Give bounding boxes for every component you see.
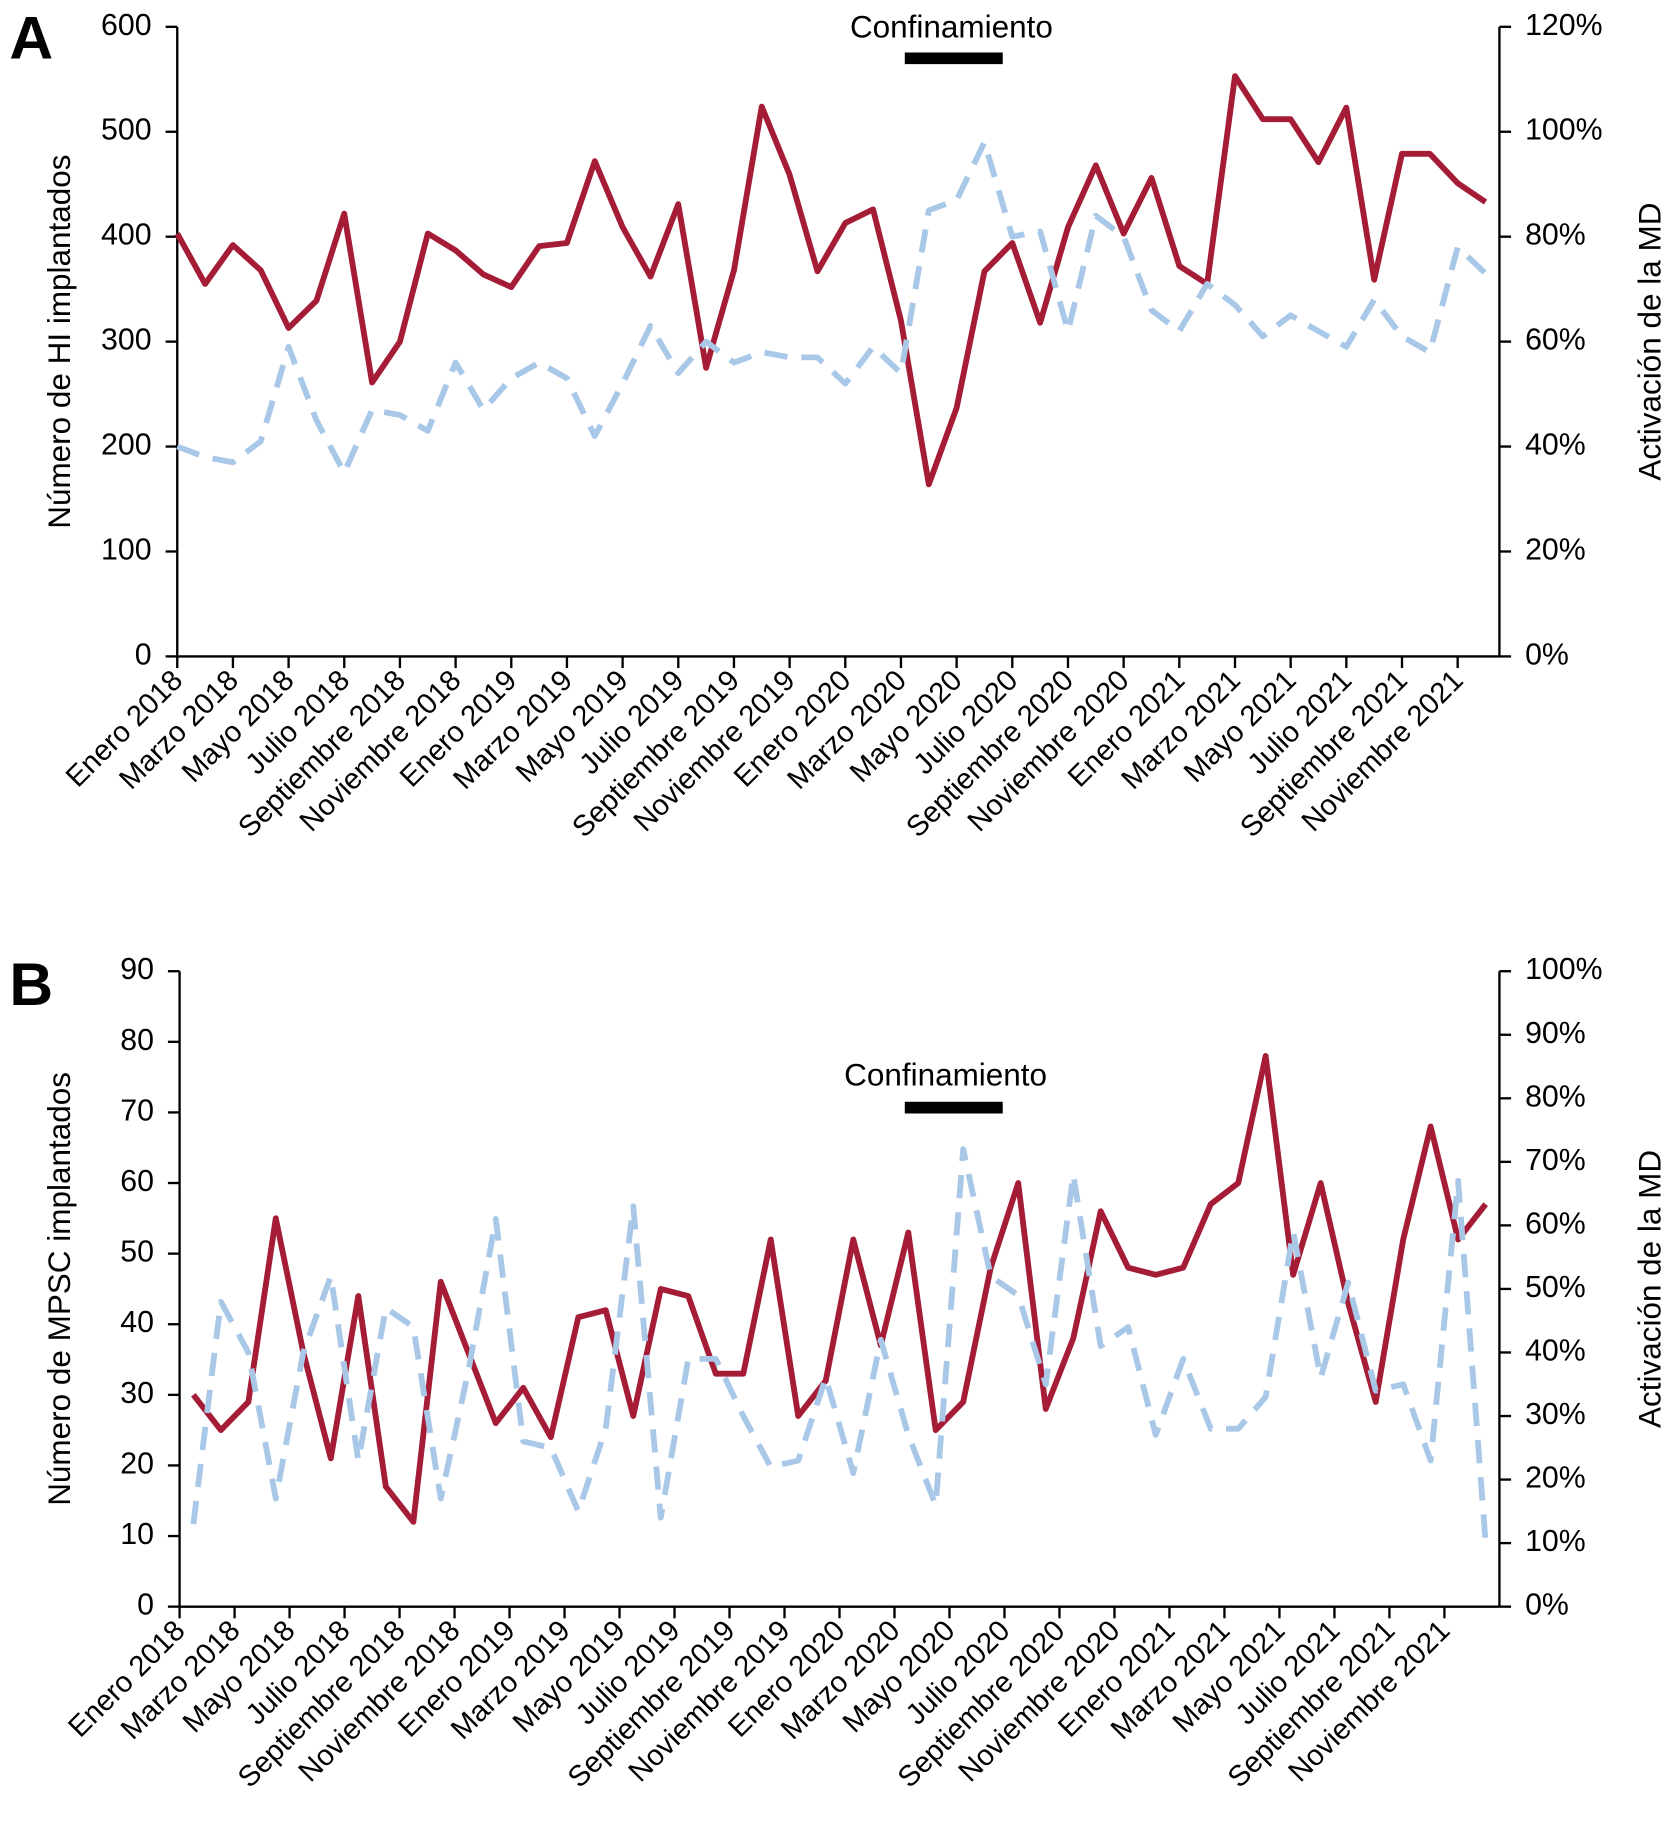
y2-tick-label: 20% <box>1525 1462 1586 1495</box>
panel-label: B <box>9 950 53 1018</box>
y-tick-label: 50 <box>120 1236 154 1269</box>
y2-tick-label: 80% <box>1525 1080 1586 1113</box>
y2-tick-label: 70% <box>1525 1144 1586 1177</box>
y-tick-label: 40 <box>120 1306 154 1339</box>
y-tick-label: 0 <box>137 1589 154 1622</box>
y2-axis-title: Activación de la MD <box>1632 1150 1667 1428</box>
annotation: Confinamiento <box>844 1058 1047 1093</box>
y-tick-label: 600 <box>101 9 152 42</box>
y2-tick-label: 100% <box>1525 114 1603 147</box>
y2-tick-label: 90% <box>1525 1017 1586 1050</box>
y2-tick-label: 0% <box>1525 1589 1569 1622</box>
y2-tick-label: 100% <box>1525 953 1603 986</box>
y2-tick-label: 80% <box>1525 219 1586 252</box>
y2-tick-label: 30% <box>1525 1398 1586 1431</box>
y-tick-label: 500 <box>101 114 152 147</box>
y2-tick-label: 60% <box>1525 324 1586 357</box>
y2-tick-label: 20% <box>1525 533 1586 566</box>
y2-tick-label: 0% <box>1525 638 1569 671</box>
series-line <box>176 139 1488 476</box>
y2-tick-label: 40% <box>1525 429 1586 462</box>
y-tick-label: 30 <box>120 1377 154 1410</box>
panel-label: A <box>9 3 53 71</box>
y-tick-label: 0 <box>135 638 152 671</box>
y-tick-label: 10 <box>120 1518 154 1551</box>
y-tick-label: 200 <box>101 429 152 462</box>
y2-tick-label: 40% <box>1525 1334 1586 1367</box>
y-axis-title: Número de MPSC implantados <box>42 1072 77 1506</box>
y-axis-title: Número de HI implantados <box>42 154 77 528</box>
y-tick-label: 20 <box>120 1447 154 1480</box>
y2-tick-label: 10% <box>1525 1525 1586 1558</box>
y-tick-label: 60 <box>120 1165 154 1198</box>
y-tick-label: 90 <box>120 953 154 986</box>
y-tick-label: 70 <box>120 1094 154 1127</box>
y2-tick-label: 60% <box>1525 1207 1586 1240</box>
series-line <box>191 1053 1488 1525</box>
y2-axis-title: Activación de la MD <box>1632 203 1667 481</box>
series-line <box>190 1146 1489 1544</box>
y-tick-label: 80 <box>120 1024 154 1057</box>
y2-tick-label: 50% <box>1525 1271 1586 1304</box>
annotation: Confinamiento <box>850 9 1053 44</box>
series-line <box>174 73 1488 488</box>
y-tick-label: 300 <box>101 324 152 357</box>
y2-tick-label: 120% <box>1525 9 1603 42</box>
y-tick-label: 400 <box>101 219 152 252</box>
y-tick-label: 100 <box>101 533 152 566</box>
